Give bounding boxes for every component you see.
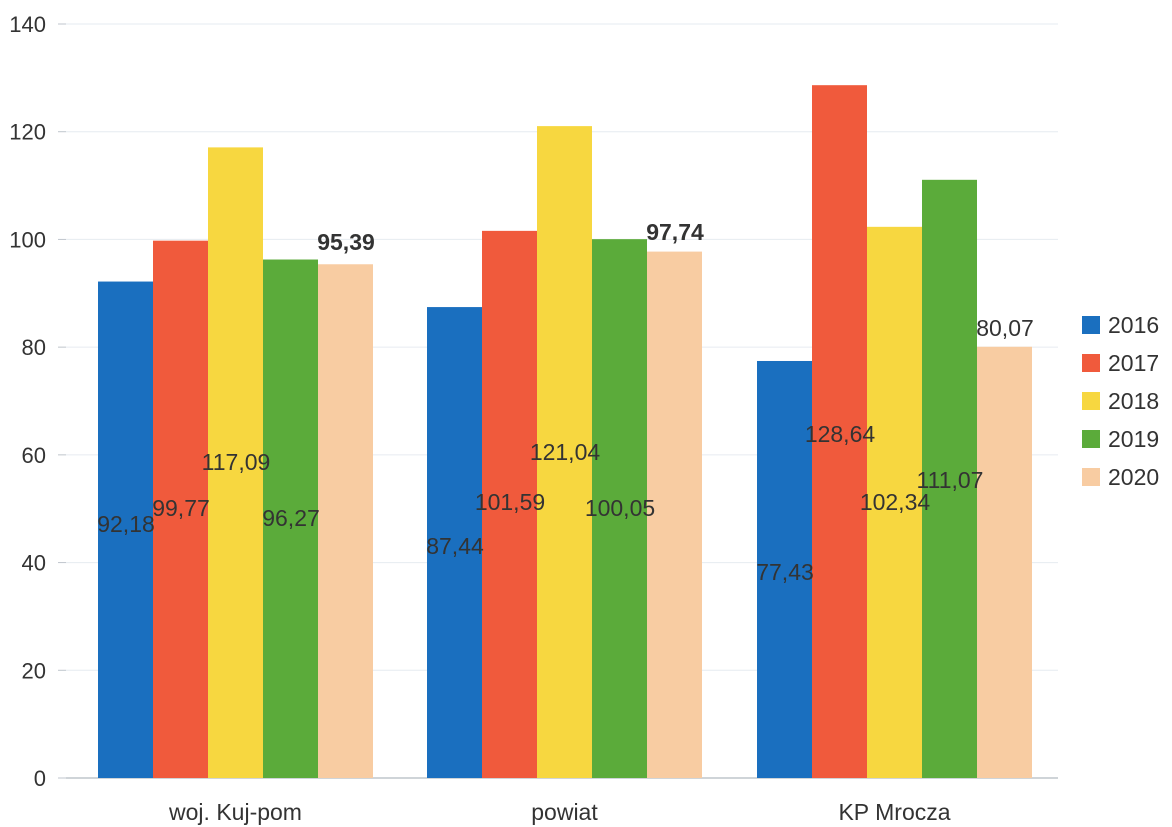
bar-2016-3	[757, 360, 812, 778]
bar-2018-2	[537, 126, 592, 778]
legend-swatch	[1082, 354, 1100, 372]
data-label: 128,64	[805, 421, 876, 447]
legend-swatch	[1082, 430, 1100, 448]
x-axis: woj. Kuj-pom powiat KP Mrocza	[168, 799, 951, 825]
data-label: 111,07	[917, 467, 984, 493]
bar-2017-1	[153, 240, 208, 778]
legend-label: 2016	[1108, 312, 1159, 338]
y-tick-label: 140	[9, 12, 46, 37]
y-tick-label: 20	[22, 658, 46, 683]
data-label: 87,44	[426, 533, 484, 559]
y-tick-label: 40	[22, 551, 46, 576]
legend-label: 2019	[1108, 426, 1159, 452]
bar-2017-3	[812, 85, 867, 779]
x-category-label: woj. Kuj-pom	[168, 799, 302, 825]
data-label: 101,59	[475, 489, 545, 515]
data-label: 92,18	[97, 511, 155, 537]
bar-2018-3	[867, 226, 922, 779]
bars	[98, 85, 1032, 779]
data-label: 100,05	[585, 495, 655, 521]
legend-swatch	[1082, 468, 1100, 486]
legend-swatch	[1082, 392, 1100, 410]
data-label: 121,04	[530, 439, 601, 465]
y-tick-label: 60	[22, 443, 46, 468]
legend-label: 2018	[1108, 388, 1159, 414]
bar-2017-2	[482, 230, 537, 778]
legend-label: 2017	[1108, 350, 1159, 376]
y-tick-label: 0	[34, 766, 46, 791]
x-category-label: KP Mrocza	[838, 799, 950, 825]
data-labels: 92,18 87,44 77,43 99,77 101,59 128,64 117,09 12…	[97, 219, 1034, 585]
y-tick-label: 80	[22, 335, 46, 360]
data-label: 97,74	[646, 219, 704, 245]
data-label: 102,34	[860, 489, 931, 515]
data-label: 77,43	[756, 559, 814, 585]
bar-2019-2	[592, 239, 647, 778]
bar-2020-1	[318, 264, 373, 778]
legend: 2016 2017 2018 2019 2020	[1082, 312, 1159, 490]
y-tick-label: 100	[9, 227, 46, 252]
bar-2020-3	[977, 346, 1032, 778]
legend-label: 2020	[1108, 464, 1159, 490]
bar-2019-3	[922, 179, 977, 778]
bar-2019-1	[263, 259, 318, 778]
data-label: 95,39	[317, 229, 375, 255]
bar-2020-2	[647, 251, 702, 778]
data-label: 80,07	[976, 315, 1034, 341]
y-axis: 0 20 40 60 80 100 120 140	[9, 12, 66, 791]
legend-swatch	[1082, 316, 1100, 334]
x-category-label: powiat	[531, 799, 598, 825]
y-tick-label: 120	[9, 120, 46, 145]
bar-2018-1	[208, 147, 263, 778]
bar-2016-1	[98, 281, 153, 778]
data-label: 96,27	[262, 505, 320, 531]
data-label: 99,77	[152, 495, 210, 521]
data-label: 117,09	[202, 449, 271, 475]
bar-2016-2	[427, 307, 482, 778]
